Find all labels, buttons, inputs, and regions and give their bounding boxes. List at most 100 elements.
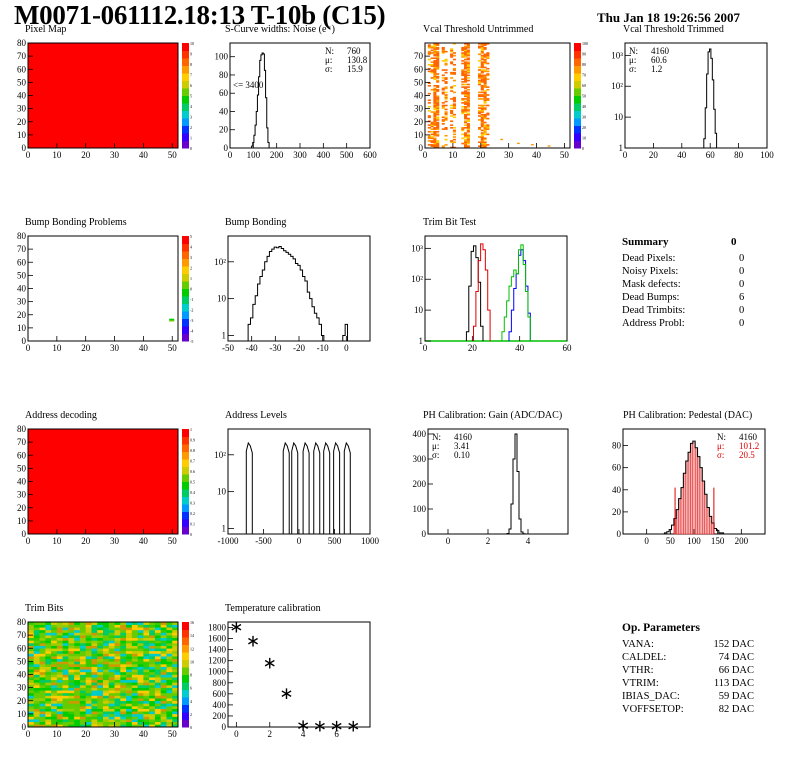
- heatmap-cell: [444, 94, 448, 96]
- color-scale-label: 50: [582, 94, 586, 99]
- heatmap-cell: [444, 82, 448, 84]
- heatmap-cell: [97, 698, 104, 702]
- heatmap-cell: [433, 49, 437, 52]
- data-point: ∗: [246, 631, 260, 650]
- heatmap-cell: [62, 711, 69, 715]
- heatmap-cell: [114, 695, 121, 699]
- heatmap-cell: [433, 91, 437, 94]
- heatmap-cell: [91, 679, 98, 683]
- y-tick-label: 80: [219, 70, 229, 80]
- heatmap-cell: [39, 703, 46, 707]
- heatmap-cell: [480, 137, 484, 140]
- heatmap-cell: [56, 719, 63, 723]
- heatmap-cell: [433, 119, 437, 121]
- heatmap-cell: [464, 113, 468, 116]
- heatmap-cell: [137, 664, 144, 667]
- heatmap-cell: [108, 632, 115, 636]
- heatmap-cell: [480, 88, 484, 91]
- heatmap-cell: [433, 88, 437, 91]
- heatmap-cell: [483, 138, 487, 141]
- heatmap-cell: [114, 721, 121, 725]
- heatmap-cell: [477, 66, 482, 69]
- heatmap-cell: [28, 700, 35, 704]
- heatmap-cell: [461, 99, 465, 102]
- heatmap-cell: [433, 130, 437, 133]
- heatmap-cell: [466, 45, 470, 48]
- heatmap-cell: [166, 656, 173, 660]
- heatmap-cell: [433, 74, 437, 77]
- heatmap-cell: [114, 671, 121, 675]
- heatmap-cell: [137, 624, 144, 628]
- peaks: [245, 441, 351, 534]
- heatmap-cell: [427, 53, 431, 56]
- heatmap-cell: [480, 121, 484, 124]
- heatmap-cell: [28, 713, 35, 717]
- y-tick-label: 0: [22, 143, 27, 153]
- heatmap-cell: [464, 90, 468, 92]
- heatmap-cell: [85, 724, 92, 728]
- color-scale-label: 14: [190, 633, 194, 638]
- heatmap-cell: [480, 91, 484, 94]
- heatmap-cell: [45, 632, 52, 636]
- heatmap-cell: [466, 77, 470, 79]
- heatmap-cell: [166, 692, 173, 696]
- heatmap-cell: [444, 117, 448, 120]
- heatmap-cell: [120, 695, 127, 699]
- heatmap-cell: [68, 692, 75, 696]
- heatmap-cell: [464, 121, 468, 124]
- heatmap-cell: [126, 698, 133, 702]
- heatmap-cell: [51, 682, 58, 686]
- heatmap-cell: [114, 640, 121, 644]
- heatmap-cell: [91, 658, 98, 662]
- plot-frame: [624, 42, 768, 149]
- pedestal-bar: [694, 447, 698, 535]
- heatmap-cell: [97, 658, 104, 662]
- heatmap-cell: [120, 724, 127, 728]
- color-scale-cell: [182, 459, 189, 467]
- heatmap-cell: [483, 94, 487, 96]
- heatmap-cell: [464, 75, 468, 78]
- heatmap-cell: [56, 698, 63, 702]
- peak: [282, 441, 290, 534]
- color-scale-label: 1: [190, 136, 192, 141]
- y-tick-label: 60: [219, 88, 229, 98]
- color-scale-cell: [182, 318, 189, 327]
- heatmap-cell: [97, 695, 104, 699]
- chart-title: Bump Bonding: [225, 217, 287, 228]
- heatmap-cell: [51, 692, 58, 696]
- summary-label: Dead Bumps:: [622, 292, 680, 303]
- heatmap-cell: [430, 49, 434, 52]
- peak: [245, 441, 253, 534]
- heatmap-cell: [74, 674, 81, 678]
- heatmap-cell: [39, 685, 46, 688]
- heatmap-cell: [464, 66, 468, 69]
- heatmap-cell: [464, 77, 468, 79]
- heatmap-cell: [108, 711, 115, 715]
- heatmap-cell: [114, 679, 121, 683]
- heatmap-cell: [62, 687, 69, 691]
- heatmap-cell: [464, 81, 468, 83]
- heatmap-cell: [114, 653, 121, 657]
- heatmap-cell: [436, 102, 440, 104]
- heatmap-cell: [97, 719, 104, 723]
- heatmap-cell: [154, 637, 161, 641]
- heatmap-cell: [39, 690, 46, 694]
- y-tick-label: 40: [414, 91, 424, 101]
- heatmap-cell: [154, 692, 161, 696]
- heatmap-cell: [85, 622, 92, 625]
- heatmap-cell: [51, 724, 58, 728]
- x-axis: 0 20 40 60: [423, 336, 572, 353]
- heatmap-cell: [166, 629, 173, 633]
- heatmap-cell: [62, 627, 69, 631]
- color-scale-cell: [182, 273, 189, 282]
- heatmap-cell: [466, 99, 470, 102]
- heatmap-cell: [149, 685, 156, 688]
- heatmap-cell: [427, 45, 431, 48]
- heatmap-cell: [126, 687, 133, 691]
- heatmap-cell: [461, 62, 465, 65]
- heatmap-cell: [114, 690, 121, 694]
- stats-label: μ:: [717, 441, 724, 451]
- heatmap-cell: [486, 117, 490, 120]
- heatmap-cell: [433, 106, 437, 108]
